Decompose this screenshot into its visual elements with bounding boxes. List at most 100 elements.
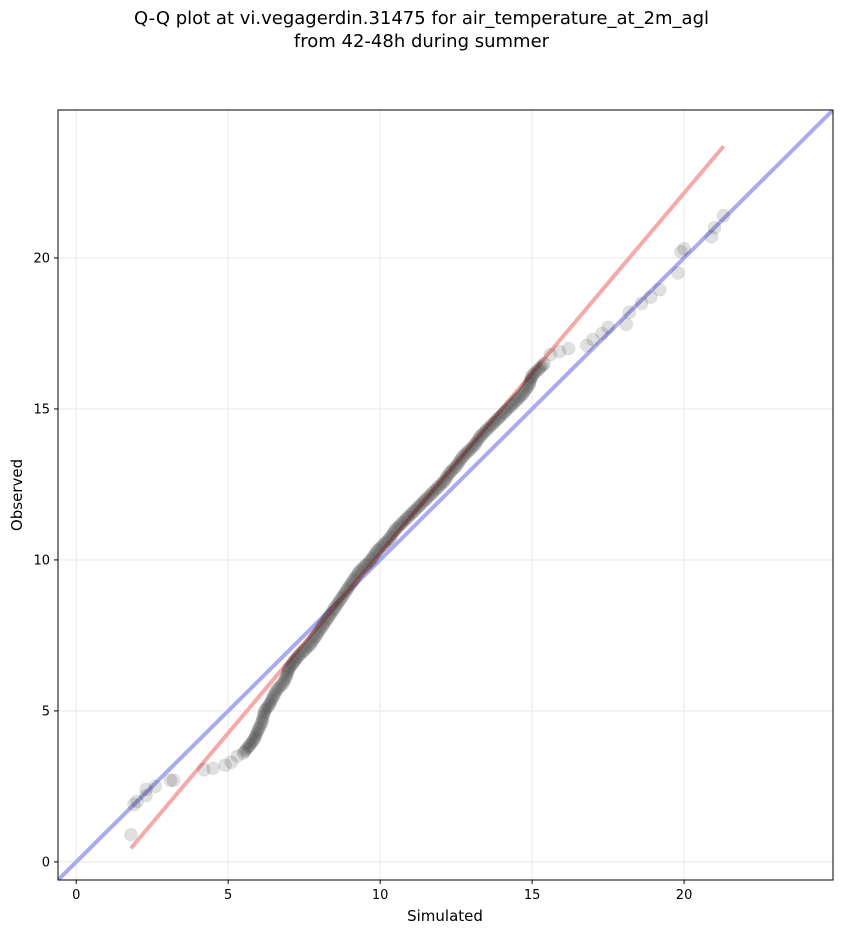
data-point [309, 628, 324, 643]
data-point [251, 722, 266, 737]
data-point [324, 607, 338, 621]
data-point [337, 587, 351, 601]
data-point [236, 746, 251, 761]
data-point [359, 557, 373, 571]
data-point [275, 676, 290, 691]
data-point [466, 440, 480, 454]
data-point [516, 386, 530, 401]
data-point [394, 516, 409, 531]
data-point [455, 450, 470, 465]
data-point [343, 578, 357, 592]
data-point [386, 526, 400, 540]
data-point [404, 508, 418, 522]
data-point [445, 464, 459, 478]
data-point [408, 503, 422, 517]
data-point [348, 570, 362, 584]
y-tick-label: 20 [33, 251, 50, 266]
data-point [423, 488, 437, 502]
data-point [339, 583, 354, 598]
data-points [123, 208, 731, 842]
data-point [478, 425, 492, 439]
data-point [265, 692, 279, 706]
data-point [266, 691, 280, 705]
data-point [499, 403, 513, 417]
data-point [319, 614, 333, 628]
data-point [525, 368, 540, 383]
x-tick-label: 5 [224, 888, 232, 903]
data-point [294, 647, 308, 661]
data-point [378, 536, 392, 550]
data-point [375, 539, 389, 553]
data-point [335, 590, 349, 604]
axis-ticks: 0 5 10 15 20 0 5 10 15 20 [33, 251, 692, 903]
data-point [333, 592, 348, 607]
data-point [239, 743, 253, 757]
data-point [446, 462, 460, 476]
x-tick-label: 10 [372, 888, 389, 903]
data-point [238, 745, 252, 759]
data-point [281, 661, 296, 676]
data-point [412, 498, 427, 513]
data-point [520, 381, 534, 395]
data-point [536, 358, 550, 372]
data-point [347, 572, 361, 586]
data-point [289, 653, 303, 667]
data-point [299, 642, 313, 656]
data-point [269, 685, 283, 699]
data-point [302, 639, 316, 653]
data-point [166, 773, 181, 788]
data-point [196, 762, 211, 777]
chart-subtitle: from 42-48h during summer [293, 31, 550, 52]
data-point [677, 241, 692, 256]
data-point [123, 827, 138, 842]
data-point [522, 377, 537, 392]
data-point [300, 640, 314, 654]
data-point [524, 372, 538, 386]
data-point [484, 419, 498, 433]
data-point [497, 404, 512, 419]
data-point [268, 687, 282, 701]
data-point [245, 736, 259, 750]
data-point [475, 428, 489, 442]
data-point [449, 459, 464, 474]
data-point [385, 528, 399, 542]
data-point [528, 366, 542, 380]
data-point [411, 500, 425, 514]
data-point [671, 266, 685, 281]
data-point [485, 417, 500, 432]
data-point [501, 402, 515, 416]
data-point [502, 400, 516, 414]
data-point [326, 603, 340, 617]
data-point [365, 551, 379, 565]
data-point [391, 520, 405, 534]
data-point [339, 585, 353, 599]
data-point [537, 356, 552, 371]
data-point [318, 616, 332, 630]
data-point [224, 755, 239, 770]
data-point [329, 599, 343, 613]
data-point [439, 471, 453, 485]
data-point [368, 547, 382, 561]
data-point [405, 506, 419, 520]
data-point [130, 794, 145, 809]
data-point [479, 423, 494, 438]
data-point [148, 779, 163, 794]
data-point [253, 720, 267, 734]
data-point [396, 515, 410, 529]
data-point [314, 621, 328, 635]
data-point [469, 436, 483, 450]
data-point [420, 491, 434, 505]
data-point [248, 731, 262, 745]
data-point [509, 392, 524, 407]
data-point [256, 710, 270, 724]
data-point [470, 435, 484, 449]
x-tick-label: 15 [524, 888, 541, 903]
data-point [271, 681, 285, 695]
data-point [534, 360, 548, 374]
data-point [341, 581, 355, 595]
data-point [274, 678, 288, 692]
data-point [473, 429, 488, 444]
data-point [525, 371, 539, 385]
data-point [381, 533, 395, 547]
